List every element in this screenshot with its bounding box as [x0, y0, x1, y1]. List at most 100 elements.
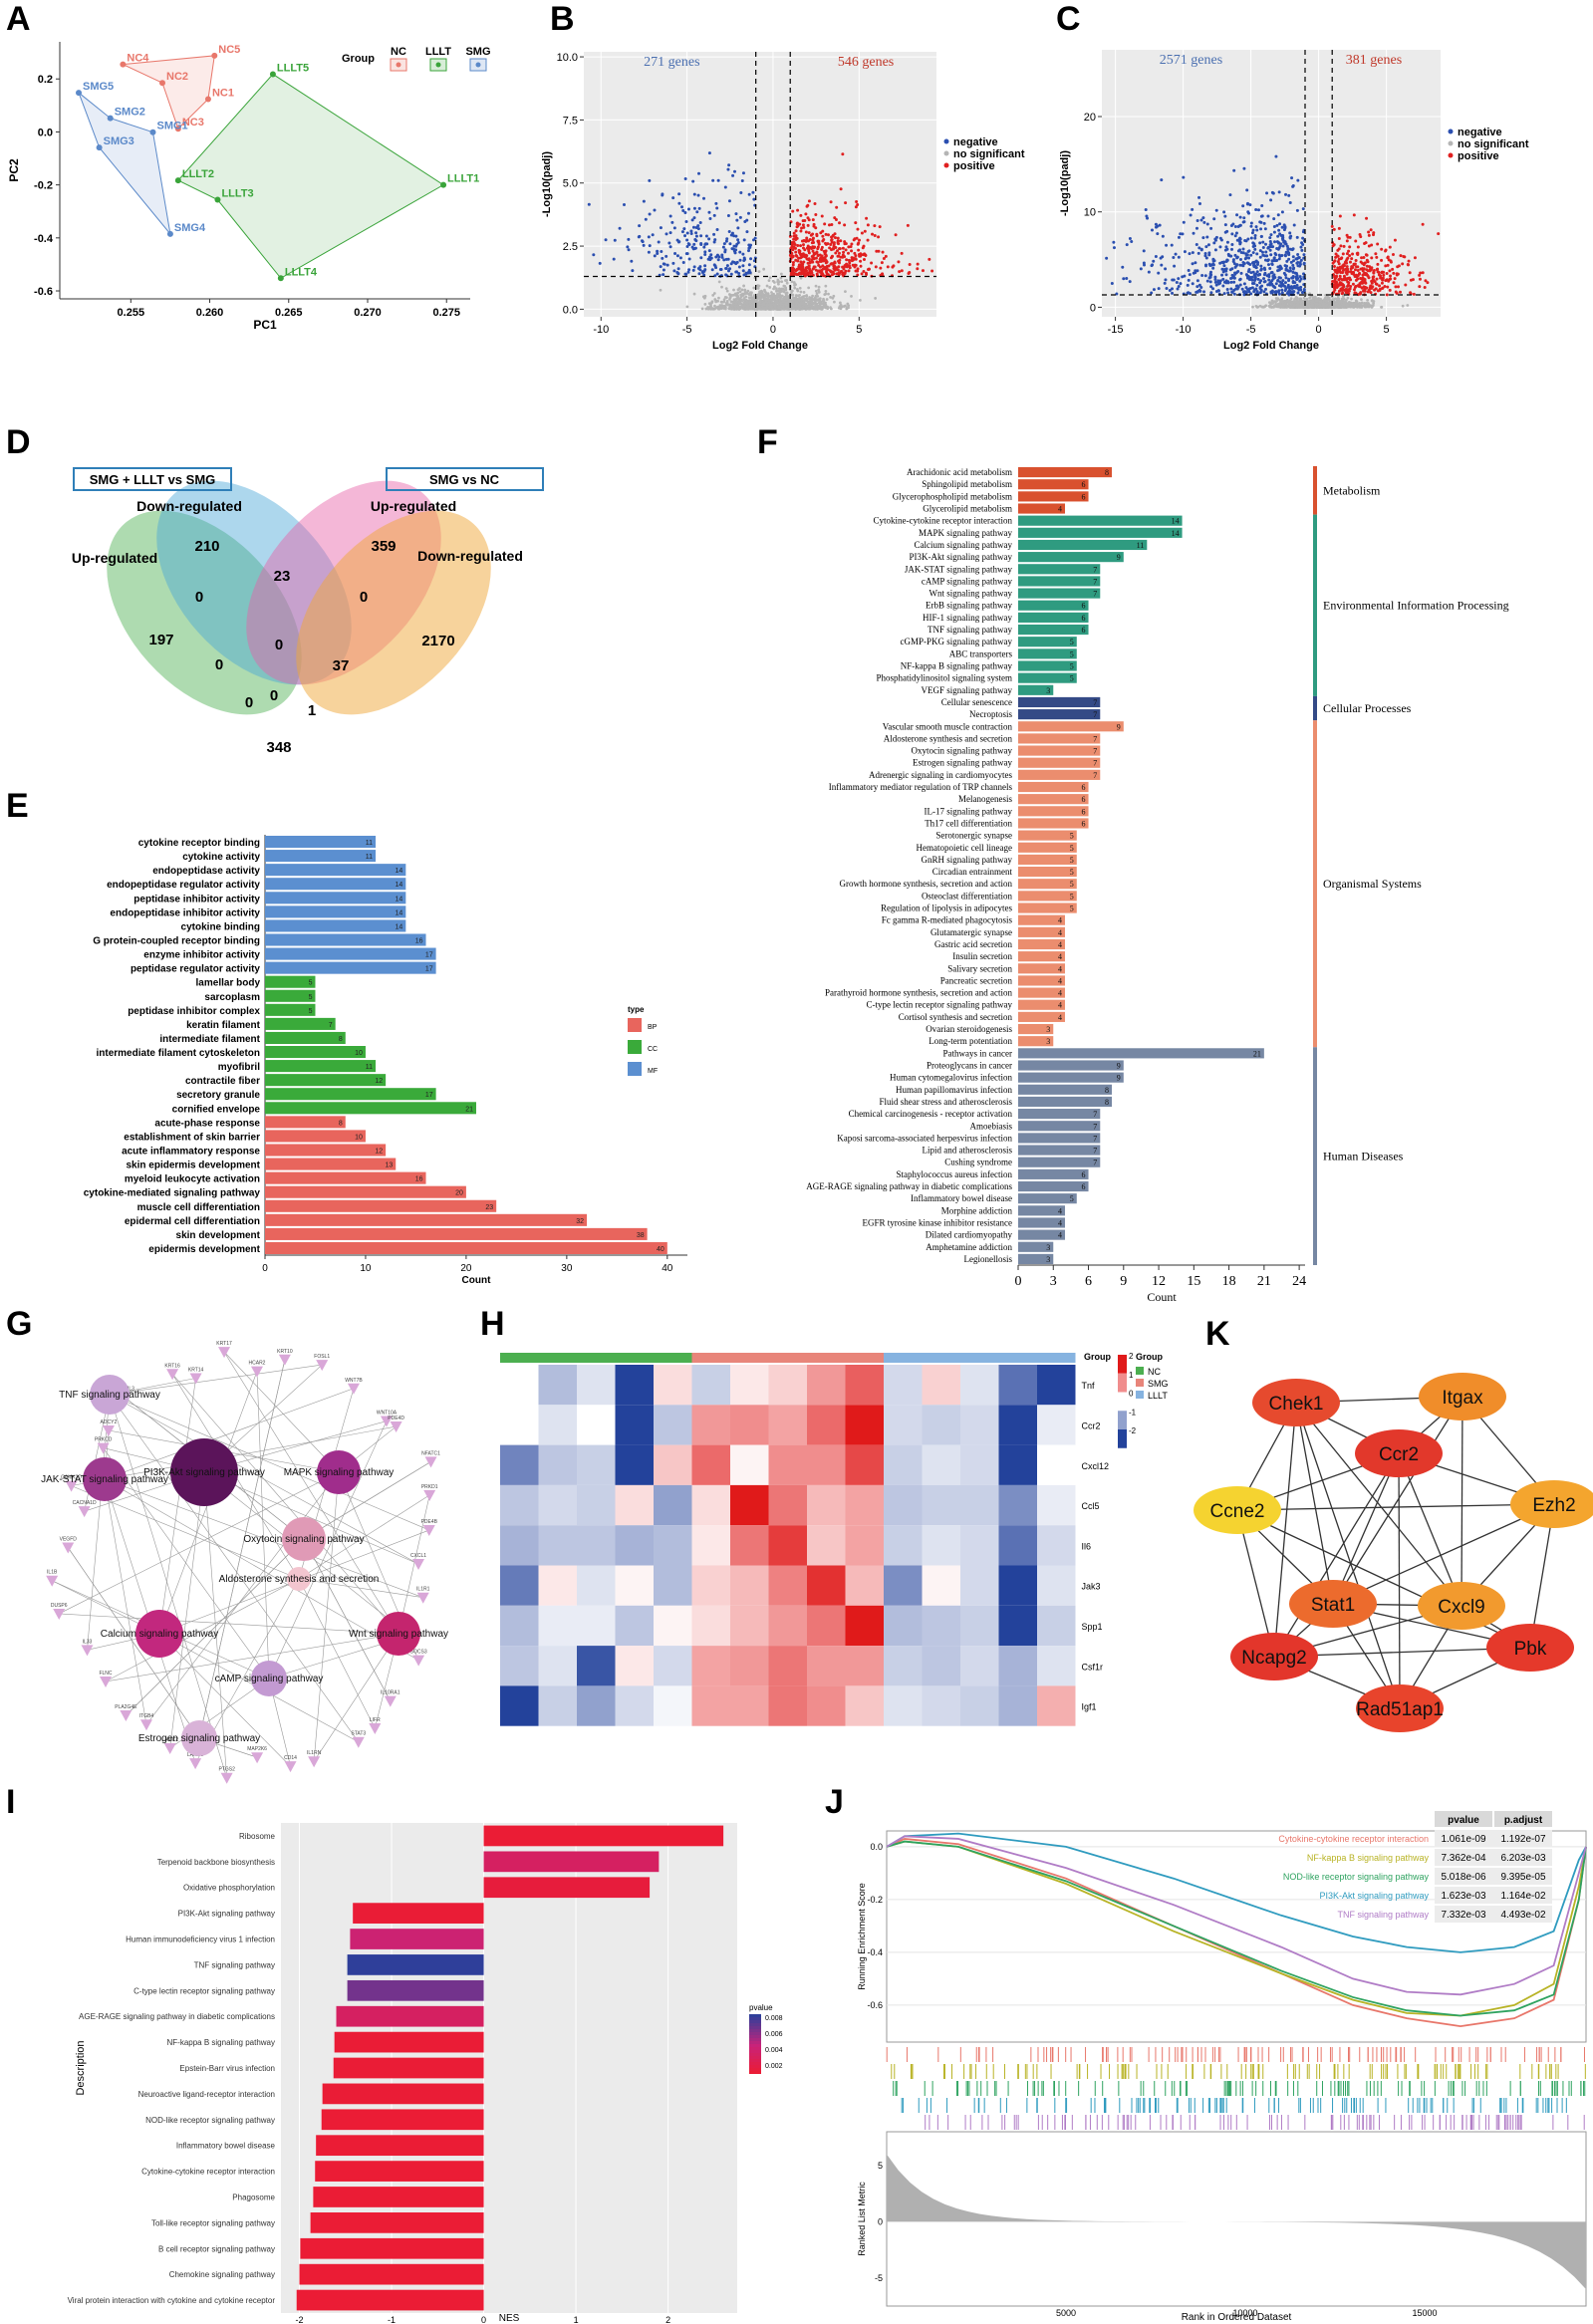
- positive-point: [1365, 253, 1369, 257]
- go-bar-value: 38: [637, 1232, 645, 1239]
- negative-point: [708, 258, 712, 262]
- sample-label-smg4: SMG4: [174, 222, 206, 234]
- positive-point: [823, 222, 827, 226]
- negative-point: [1268, 248, 1272, 252]
- negative-point: [686, 207, 690, 211]
- negative-point: [740, 179, 744, 183]
- go-category-label: peptidase regulator activity: [131, 964, 260, 975]
- positive-point: [1353, 285, 1357, 289]
- sample-label-lllt3: LLLT3: [221, 188, 253, 200]
- negative-point: [713, 274, 717, 278]
- negative-point: [1277, 292, 1281, 296]
- go-category-label: intermediate filament: [159, 1034, 260, 1045]
- negative-point: [1234, 231, 1238, 235]
- positive-point: [1354, 239, 1358, 243]
- positive-point: [1361, 279, 1365, 283]
- positive-point: [792, 245, 796, 249]
- positive-point: [1356, 268, 1360, 272]
- positive-point: [835, 272, 839, 276]
- negative-point: [678, 256, 682, 260]
- positive-point: [1380, 258, 1384, 262]
- negative-point: [1253, 236, 1257, 240]
- negative-point: [704, 234, 708, 238]
- non-significant-point: [1346, 296, 1350, 300]
- positive-point: [850, 256, 854, 260]
- negative-point: [1256, 277, 1260, 281]
- sample-label-lllt5: LLLT5: [277, 62, 309, 74]
- x-tick-label: -15: [1108, 324, 1124, 336]
- legend-dot-smg: [475, 62, 481, 68]
- sample-label-nc1: NC1: [212, 87, 234, 99]
- positive-point: [844, 263, 848, 267]
- positive-point: [820, 255, 824, 259]
- sample-label-nc5: NC5: [218, 44, 240, 56]
- non-significant-point: [1295, 298, 1299, 301]
- negative-point: [1245, 188, 1249, 192]
- negative-point: [699, 241, 703, 245]
- go-bar-secretory-granule: [265, 1088, 436, 1101]
- x-tick-label: 0: [1316, 324, 1322, 336]
- non-significant-point: [805, 306, 809, 310]
- negative-point: [1203, 274, 1207, 278]
- negative-point: [1183, 274, 1187, 278]
- positive-point: [1367, 244, 1371, 248]
- non-significant-point: [825, 298, 829, 301]
- negative-point: [717, 255, 721, 259]
- positive-point: [850, 249, 854, 253]
- positive-point: [828, 246, 832, 250]
- negative-point: [722, 242, 726, 246]
- positive-point: [1393, 277, 1397, 281]
- positive-point: [860, 231, 864, 235]
- negative-point: [697, 171, 701, 175]
- positive-point: [836, 268, 840, 272]
- negative-point: [1231, 222, 1235, 226]
- negative-point: [1263, 242, 1267, 246]
- negative-point: [1268, 236, 1272, 240]
- go-bar-value: 14: [396, 909, 403, 916]
- positive-point: [1437, 232, 1441, 236]
- negative-point: [731, 260, 735, 264]
- non-significant-point: [1315, 299, 1319, 303]
- negative-point: [1213, 277, 1217, 281]
- non-significant-point: [1355, 305, 1359, 308]
- non-significant-point: [789, 299, 793, 303]
- positive-point: [1332, 243, 1336, 247]
- go-bar-cytokine-receptor-binding: [265, 836, 377, 849]
- positive-point: [834, 267, 838, 271]
- go-bar-intermediate-filament-cytoskeleton: [265, 1046, 366, 1059]
- non-significant-point: [762, 267, 766, 271]
- negative-point: [1276, 213, 1280, 217]
- positive-point: [810, 258, 814, 262]
- go-category-label: G protein-coupled receptor binding: [93, 936, 260, 947]
- non-significant-point: [782, 307, 786, 311]
- negative-point: [1125, 277, 1129, 281]
- negative-point: [1242, 166, 1246, 170]
- kegg-bar-cytokine-cytokine-receptor-interaction: [1018, 515, 1183, 526]
- positive-point: [1337, 226, 1341, 230]
- positive-point: [801, 223, 805, 227]
- negative-point: [1241, 247, 1245, 251]
- legend-label-no-significant: no significant: [1458, 138, 1529, 150]
- go-bar-value: 13: [385, 1162, 393, 1169]
- positive-point: [799, 256, 803, 260]
- negative-point: [1271, 245, 1275, 249]
- venn-region-count: 210: [194, 538, 219, 555]
- non-significant-point: [1401, 304, 1405, 308]
- negative-point: [1242, 216, 1246, 220]
- positive-point: [830, 235, 834, 239]
- negative-point: [1209, 263, 1213, 267]
- positive-point: [1421, 271, 1425, 275]
- negative-point: [1259, 264, 1263, 268]
- negative-point: [1277, 289, 1281, 293]
- positive-point: [815, 234, 819, 238]
- positive-point: [798, 263, 802, 267]
- positive-point: [1365, 268, 1369, 272]
- non-significant-point: [780, 294, 784, 298]
- sample-point-nc1: [204, 96, 211, 103]
- positive-point: [834, 251, 838, 255]
- negative-point: [747, 249, 751, 253]
- negative-point: [1230, 273, 1234, 277]
- non-significant-point: [752, 286, 756, 290]
- non-significant-point: [1351, 305, 1355, 308]
- positive-point: [857, 248, 861, 252]
